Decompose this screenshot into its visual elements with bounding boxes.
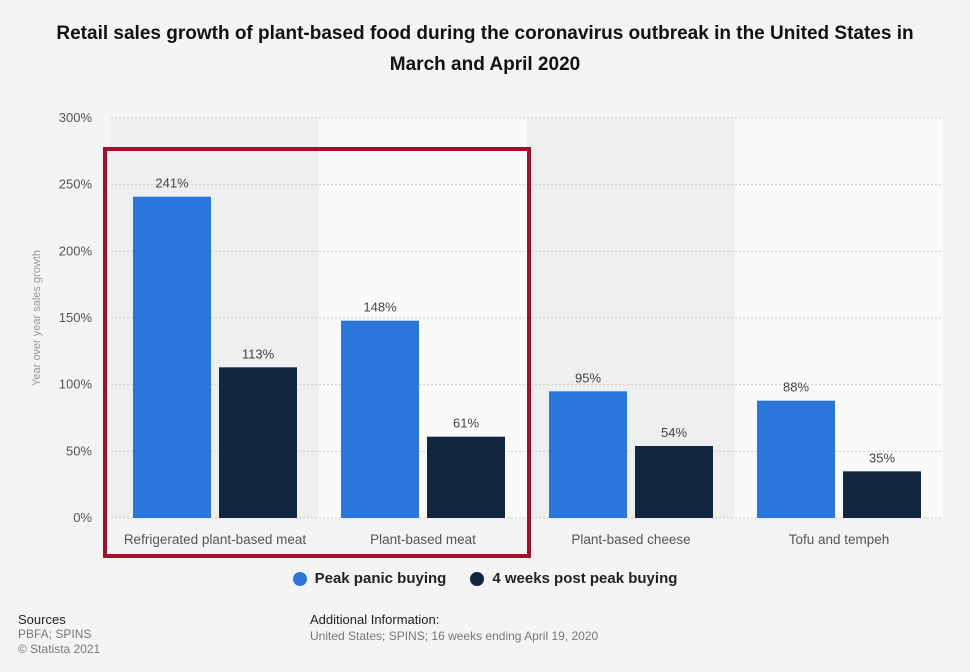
legend-label-peak: Peak panic buying <box>314 570 447 587</box>
legend-dot-peak <box>292 571 307 586</box>
bar <box>549 391 627 518</box>
data-label: 113% <box>242 346 275 361</box>
copyright-text: © Statista 2021 <box>18 642 101 656</box>
legend-item-post-peak[interactable]: 4 weeks post peak buying <box>470 570 677 587</box>
legend-label-post-peak: 4 weeks post peak buying <box>492 570 678 587</box>
y-tick-label: 0% <box>73 510 92 525</box>
legend: Peak panic buying 4 weeks post peak buyi… <box>0 570 970 587</box>
y-axis-label: Year over year sales growth <box>31 250 43 386</box>
additional-info-text: United States; SPINS; 16 weeks ending Ap… <box>310 629 599 643</box>
y-tick-label: 250% <box>59 177 93 192</box>
x-tick-label: Refrigerated plant-based meat <box>124 532 307 547</box>
data-label: 241% <box>155 176 189 191</box>
data-label: 95% <box>575 370 601 385</box>
x-tick-label: Plant-based cheese <box>571 532 690 547</box>
sources-text: PBFA; SPINS <box>18 627 92 641</box>
bar <box>219 367 297 518</box>
bars: 241% 113% 148% 61% 95% 54% 88% 35% <box>133 176 921 518</box>
sources-heading[interactable]: Sources <box>18 612 66 627</box>
x-tick-label: Tofu and tempeh <box>789 532 890 547</box>
additional-info-block: Additional Information: United States; S… <box>310 612 598 644</box>
x-tick-label: Plant-based meat <box>370 532 476 547</box>
y-tick-label: 300% <box>59 110 93 125</box>
data-label: 88% <box>783 380 809 395</box>
y-tick-label: 100% <box>59 377 93 392</box>
bar <box>341 320 419 518</box>
legend-dot-post-peak <box>470 571 485 586</box>
sources-block: Sources PBFA; SPINS © Statista 2021 <box>18 612 100 657</box>
data-label: 61% <box>453 416 479 431</box>
data-label: 148% <box>363 300 397 315</box>
bar <box>133 196 211 518</box>
data-label: 35% <box>869 450 895 465</box>
additional-info-heading[interactable]: Additional Information: <box>310 612 440 627</box>
y-axis-ticks: 0% 50% 100% 150% 200% 250% 300% <box>59 110 93 525</box>
x-axis-labels: Refrigerated plant-based meat Plant-based… <box>124 532 889 547</box>
bar-chart: 0% 50% 100% 150% 200% 250% 300% Year over year… <box>31 110 943 558</box>
bar <box>427 436 505 518</box>
y-tick-label: 50% <box>66 443 92 458</box>
legend-item-peak[interactable]: Peak panic buying <box>292 570 447 587</box>
chart-title: Retail sales growth of plant-based food … <box>56 23 914 75</box>
bar <box>635 446 713 518</box>
bar <box>757 400 835 518</box>
bar <box>843 471 921 518</box>
highlight-box <box>103 147 531 558</box>
data-label: 54% <box>661 425 687 440</box>
y-tick-label: 150% <box>59 310 93 325</box>
y-tick-label: 200% <box>59 243 93 258</box>
